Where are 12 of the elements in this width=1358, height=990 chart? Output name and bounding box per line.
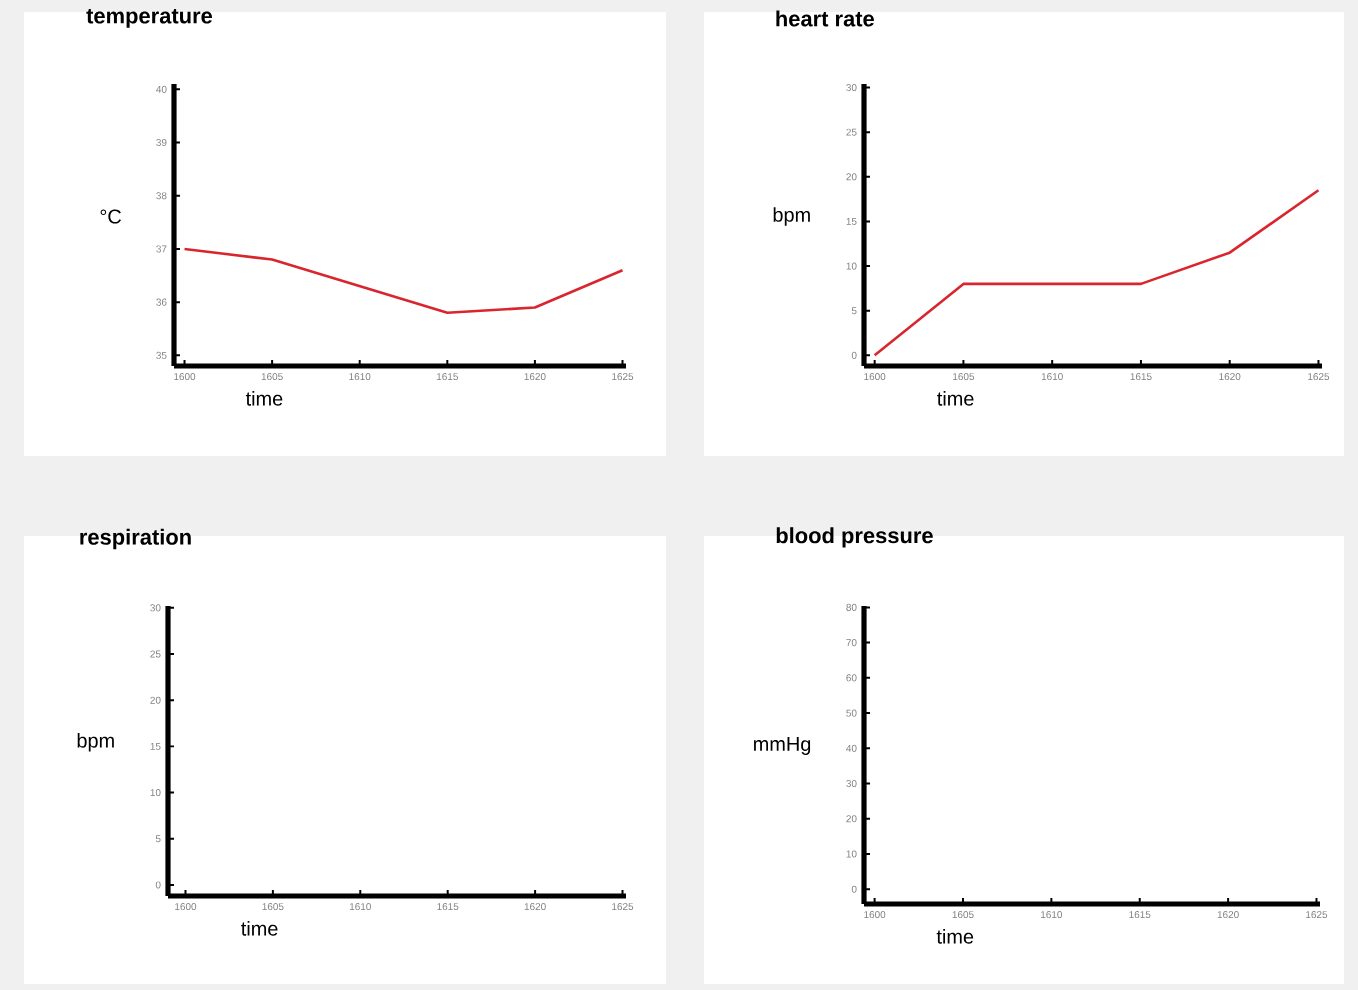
chart-title: temperature bbox=[86, 9, 213, 28]
x-axis-title: time bbox=[245, 391, 283, 406]
y-axis-title: °C bbox=[100, 209, 121, 224]
x-axis-title: time bbox=[936, 929, 974, 944]
chart-title: blood pressure bbox=[776, 527, 933, 548]
chart-title: respiration bbox=[80, 528, 191, 550]
y-axis-title: mmHg bbox=[754, 737, 811, 755]
x-axis-title: time bbox=[937, 391, 974, 406]
x-axis-title: time bbox=[241, 921, 278, 936]
chart-title: heart rate bbox=[776, 10, 874, 27]
y-axis-title: bpm bbox=[773, 207, 810, 226]
y-axis-title: bpm bbox=[77, 733, 114, 752]
